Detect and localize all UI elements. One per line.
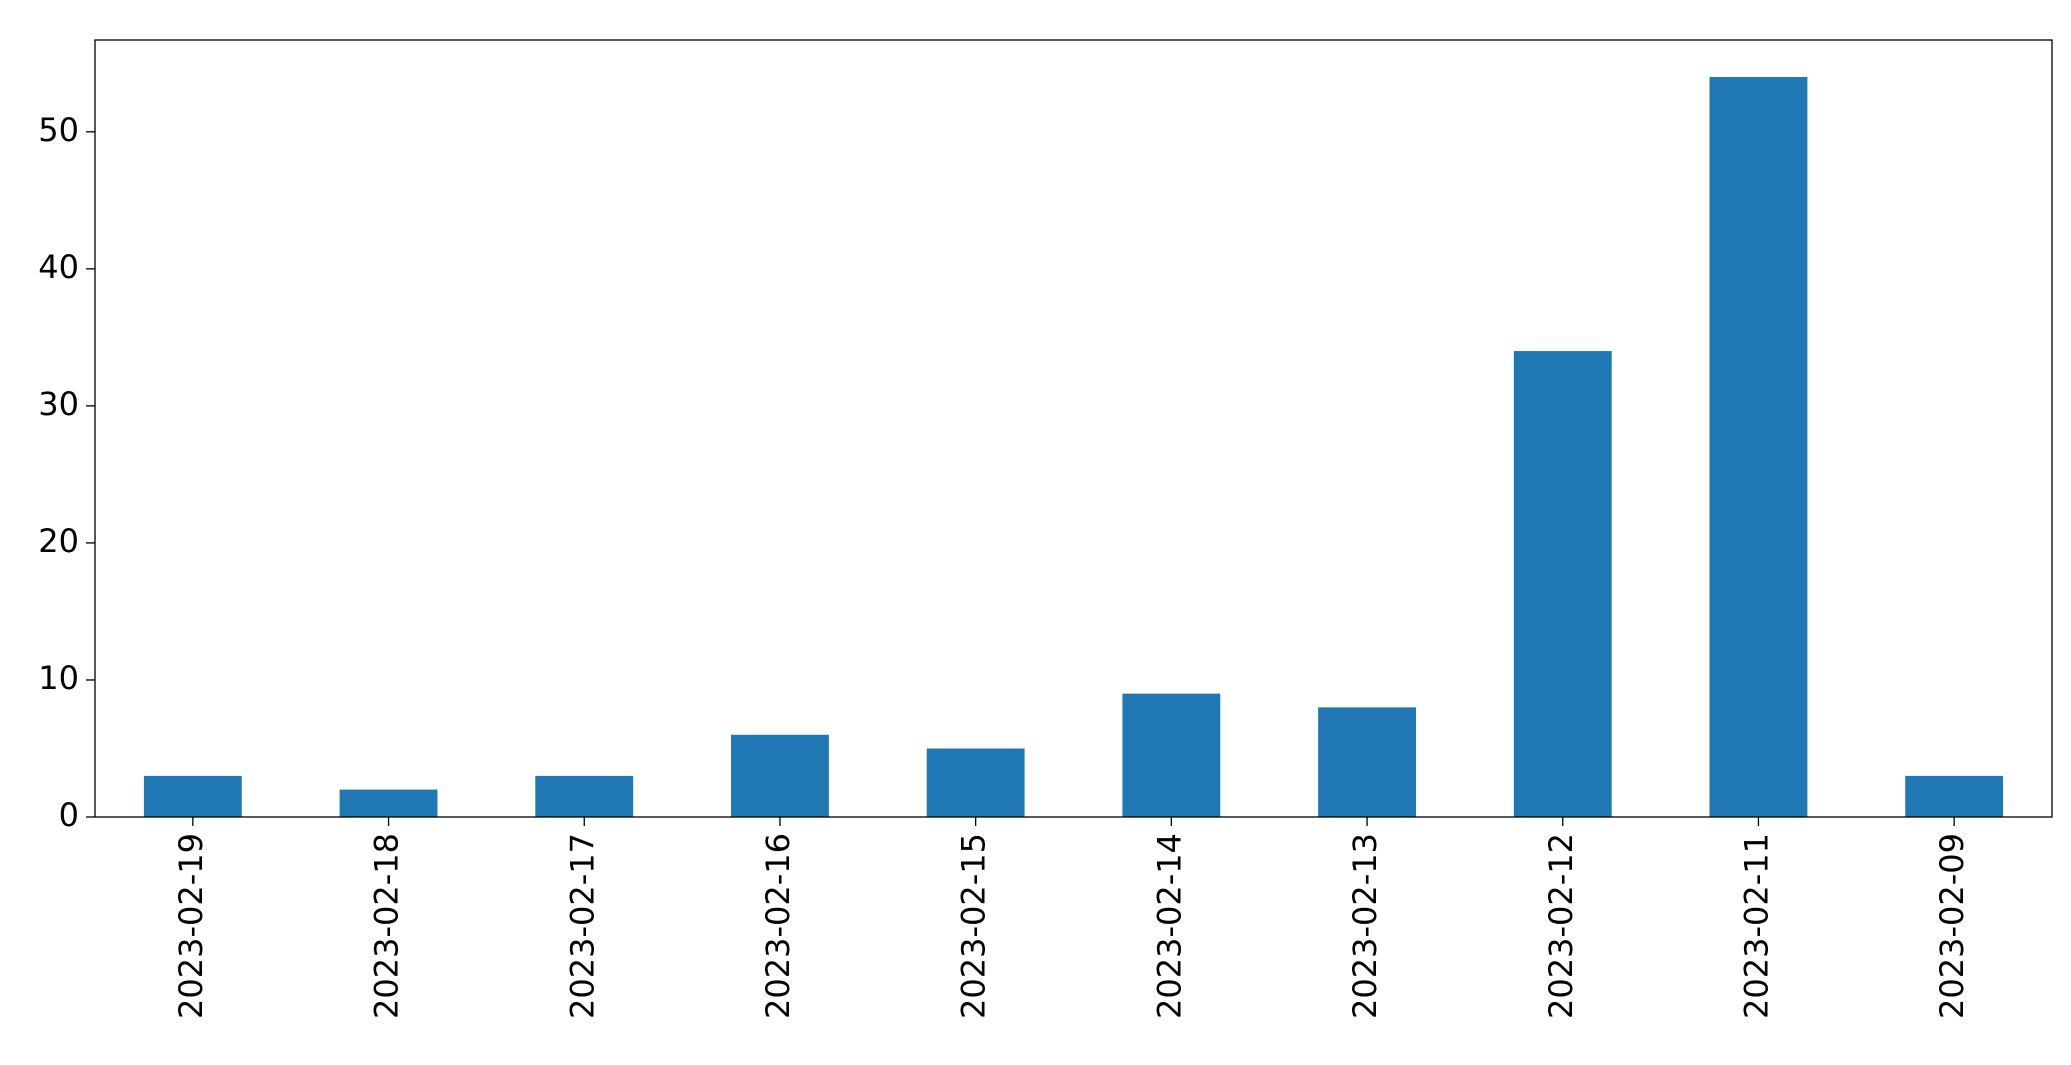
y-tick-label: 30 — [38, 385, 79, 423]
axes-frame — [94, 39, 2053, 818]
bar — [1709, 77, 1808, 817]
bar — [1513, 351, 1612, 817]
x-tick-label: 2023-02-18 — [368, 833, 406, 1019]
x-tick-label: 2023-02-15 — [955, 833, 993, 1019]
bar — [143, 775, 242, 817]
bar — [1122, 693, 1221, 817]
y-tick-label: 0 — [59, 796, 79, 834]
x-tick-label: 2023-02-16 — [759, 833, 797, 1019]
bar — [731, 734, 829, 817]
y-tick-label: 50 — [38, 111, 79, 149]
bar — [926, 748, 1025, 817]
y-tick-label: 10 — [38, 659, 79, 697]
x-tick-label: 2023-02-09 — [1933, 833, 1971, 1019]
x-tick-label: 2023-02-17 — [563, 833, 601, 1019]
x-tick-label: 2023-02-13 — [1346, 833, 1384, 1019]
bar — [1318, 707, 1416, 817]
y-tick-label: 40 — [38, 248, 79, 286]
x-tick-label: 2023-02-19 — [172, 833, 210, 1019]
x-tick-label: 2023-02-14 — [1150, 833, 1188, 1019]
x-tick-label: 2023-02-11 — [1737, 833, 1775, 1019]
bar — [535, 775, 634, 817]
bar — [339, 789, 438, 817]
bar — [1905, 775, 2004, 817]
y-tick-label: 20 — [38, 522, 79, 560]
x-tick-label: 2023-02-12 — [1542, 833, 1580, 1019]
